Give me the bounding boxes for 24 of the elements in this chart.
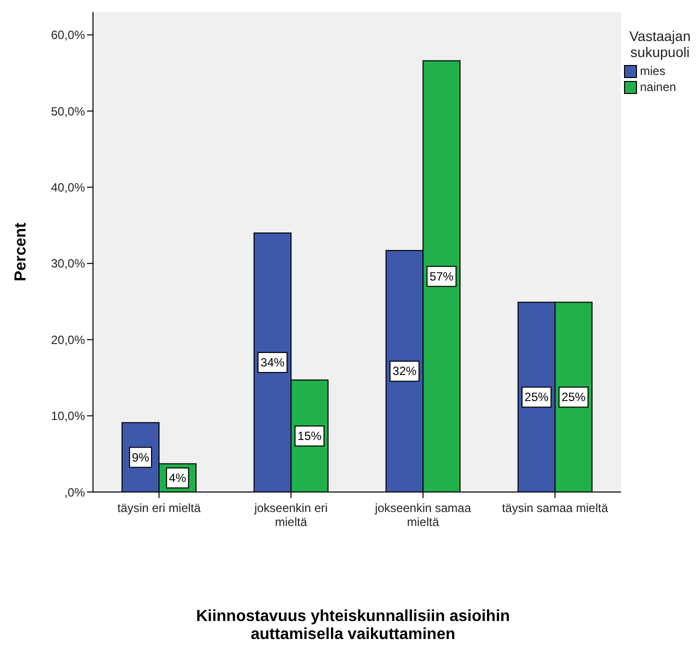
x-tick-label: täysin samaa mieltä [502,501,608,515]
data-label: 9% [132,450,150,464]
legend-label: mies [640,64,666,78]
data-label: 15% [298,429,322,443]
data-label: 25% [524,390,549,404]
y-tick-label: 30,0% [50,256,86,271]
data-label: 34% [260,355,285,370]
y-tick-label: 40,0% [50,180,86,194]
y-tick-label: 50,0% [50,104,86,118]
data-label: 4% [168,470,187,485]
y-tick-label: ,0% [64,485,86,500]
data-label: 25% [562,390,586,404]
legend-label: nainen [640,80,676,94]
x-tick-label: jokseenkin samaa mieltä [374,501,472,529]
x-tick-label: jokseenkin eri mieltä [253,501,328,529]
data-label: 57% [430,269,454,284]
x-axis-title: Kiinnostavuus yhteiskunnallisiin asioihin auttamisella vaikuttaminen [195,608,511,644]
y-tick-label: 60,0% [50,28,86,42]
y-tick-label: 20,0% [50,332,86,347]
y-tick-label: 10,0% [50,409,86,424]
y-axis-title: Percent [12,222,30,282]
data-label: 32% [392,364,417,378]
legend-title: Vastaajan sukupuoli [628,28,692,60]
x-tick-label: täysin eri mieltä [117,501,201,515]
